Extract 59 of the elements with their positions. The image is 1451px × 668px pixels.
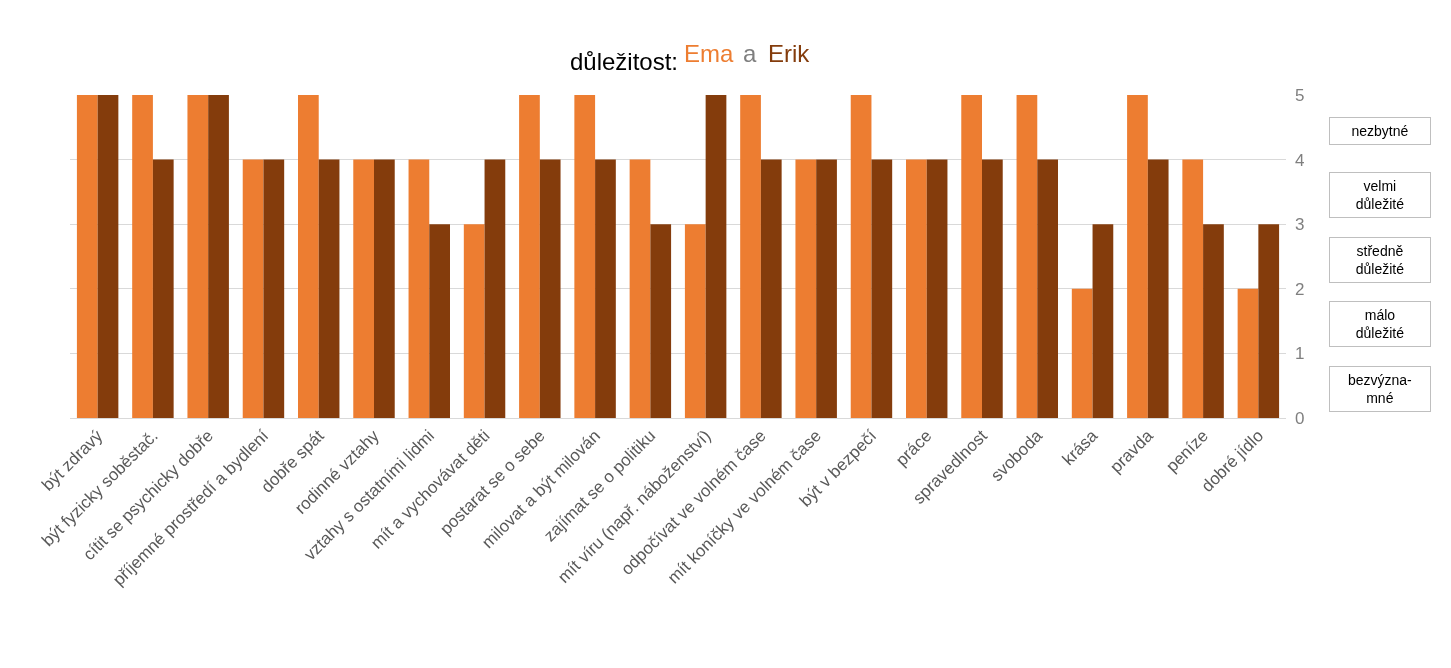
bar	[705, 95, 727, 418]
text: bezvýzna-mné	[1347, 372, 1413, 407]
text: velmi důležité	[1355, 178, 1405, 213]
bar	[374, 159, 395, 418]
bar	[463, 224, 485, 418]
y-tick-label: 4	[1295, 150, 1305, 170]
bar	[961, 95, 982, 418]
bar	[408, 159, 430, 418]
y-tick-label: 3	[1295, 215, 1305, 235]
bar	[132, 95, 153, 418]
bar	[152, 159, 174, 418]
bar	[298, 95, 319, 418]
y-tick-label: 2	[1295, 279, 1305, 299]
bar	[242, 159, 264, 418]
text: málo důležité	[1355, 307, 1405, 342]
bar	[76, 95, 98, 418]
text: Erik	[768, 40, 811, 67]
bar	[539, 159, 561, 418]
bar	[574, 95, 596, 418]
text: a	[743, 40, 757, 67]
bar	[1127, 95, 1148, 418]
bar	[429, 224, 450, 418]
bar	[208, 95, 229, 418]
y-tick-label: 5	[1295, 85, 1305, 105]
text: středně důležité	[1355, 243, 1405, 278]
bar	[816, 159, 837, 418]
bar	[519, 95, 540, 418]
bar	[97, 95, 119, 418]
bar	[595, 159, 616, 418]
bar	[187, 95, 209, 418]
bar	[850, 95, 872, 418]
bar	[1182, 159, 1204, 418]
bar	[760, 159, 782, 418]
bar	[926, 159, 948, 418]
bar	[629, 159, 651, 418]
bar	[1147, 159, 1169, 418]
bar	[650, 224, 672, 418]
bar	[1037, 159, 1058, 418]
bar	[871, 159, 893, 418]
bar	[1203, 224, 1224, 418]
bar	[1016, 95, 1038, 418]
chart-title: důležitost:	[569, 48, 678, 76]
bar	[318, 159, 340, 418]
bar	[1258, 224, 1280, 418]
y-tick-label: 1	[1295, 344, 1305, 364]
series-label: Ema	[684, 40, 734, 67]
bar	[484, 159, 506, 418]
text: nezbytné	[1351, 123, 1409, 139]
bar	[684, 224, 706, 418]
bar	[1092, 224, 1114, 418]
bar	[1071, 288, 1093, 418]
bar	[982, 159, 1003, 418]
y-tick-label: 0	[1295, 408, 1305, 428]
bar	[1237, 288, 1259, 418]
bar	[263, 159, 285, 418]
bar	[795, 159, 817, 418]
bar	[740, 95, 761, 418]
bar	[906, 159, 927, 418]
bar	[353, 159, 374, 418]
